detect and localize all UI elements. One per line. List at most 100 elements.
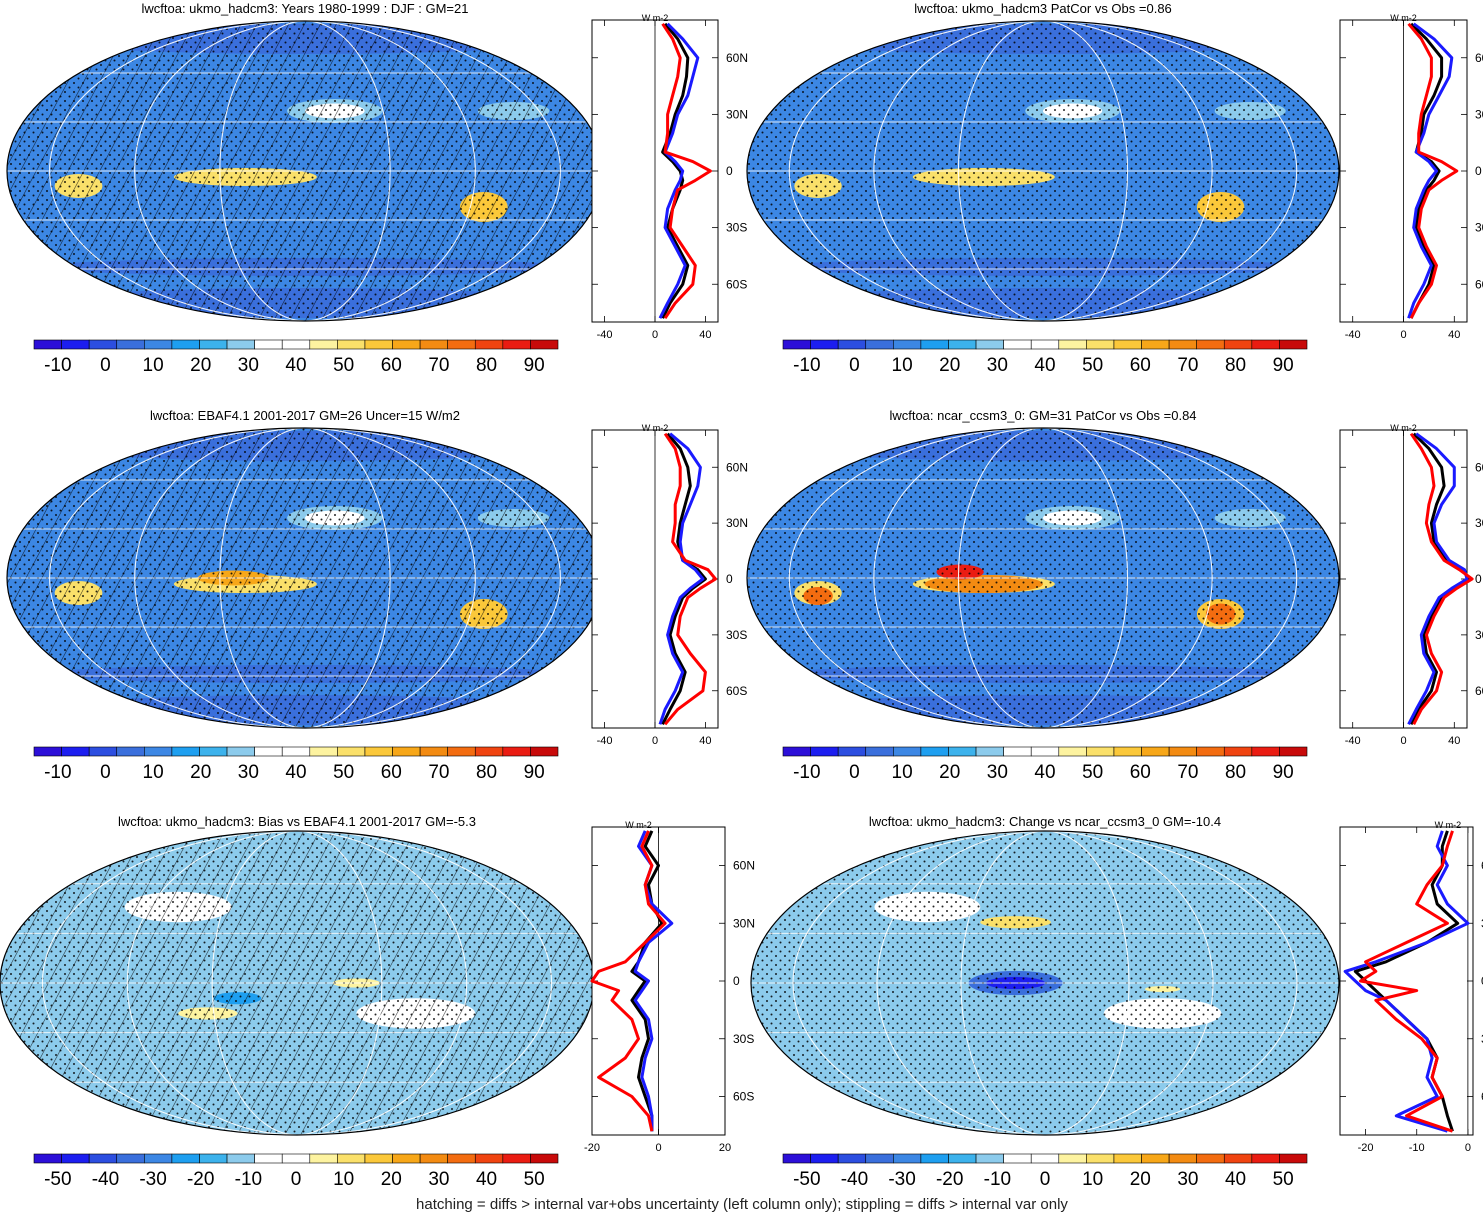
colorbar-box <box>1113 1153 1142 1164</box>
colorbar-box <box>144 339 173 350</box>
colorbar-box <box>364 746 393 757</box>
colorbar-box <box>975 1153 1004 1164</box>
zonal-mean-line <box>661 432 707 725</box>
y-tick-label: 0 <box>726 572 733 586</box>
panel-bottom-right: lwcftoa: ukmo_hadcm3: Change vs ncar_ccs… <box>750 814 1483 1190</box>
colorbar-box <box>948 1153 977 1164</box>
y-tick-label: 0 <box>1475 164 1482 178</box>
x-tick-label: 0 <box>655 1142 661 1154</box>
colorbar-box <box>116 746 145 757</box>
colorbar-box <box>893 746 922 757</box>
y-tick-label: 30S <box>1475 628 1483 642</box>
colorbar-box <box>1003 1153 1032 1164</box>
colorbar-box <box>419 746 448 757</box>
colorbar-box <box>1141 339 1170 350</box>
colorbar-box <box>1003 339 1032 350</box>
zonal-mean-line <box>1359 830 1454 1133</box>
map-border <box>746 427 1340 729</box>
colorbar-box <box>337 339 366 350</box>
colorbar-box <box>1086 339 1115 350</box>
colorbar-label: -50 <box>44 1169 71 1190</box>
colorbar: -10 0 10 20 30 40 50 60 70 80 90 <box>33 339 559 376</box>
colorbar-box <box>1251 1153 1280 1164</box>
colorbar-box <box>948 746 977 757</box>
colorbar-label: 60 <box>381 762 402 783</box>
colorbar-box <box>1058 1153 1087 1164</box>
panel-bottom-left: lwcftoa: ukmo_hadcm3: Bias vs EBAF4.1 20… <box>0 814 755 1190</box>
map-field <box>0 831 594 1135</box>
colorbar-box <box>88 1153 118 1164</box>
y-tick-label: 30N <box>1475 516 1483 530</box>
colorbar-label: 60 <box>1130 355 1151 376</box>
zonal-mean-line <box>1409 22 1444 319</box>
colorbar-box <box>1279 1153 1308 1164</box>
colorbar-box <box>782 746 811 757</box>
x-tick-label: -40 <box>597 735 613 747</box>
colorbar-box <box>447 339 476 350</box>
unit-label: W m-2 <box>1390 423 1417 433</box>
colorbar-box <box>1196 746 1225 757</box>
colorbar-box <box>1223 1153 1253 1164</box>
colorbar-label: 90 <box>1273 355 1294 376</box>
zonal-mean-panel: W m-2 -20 0 20 60N 30N 0 30S 60S <box>584 820 755 1154</box>
y-tick-label: 30N <box>1475 107 1483 121</box>
colorbar-box <box>447 746 476 757</box>
zonal-mean-line <box>1343 830 1470 1133</box>
colorbar-box <box>199 1153 228 1164</box>
colorbar: -50 -40 -30 -20 -10 0 10 20 30 40 50 <box>782 1153 1308 1190</box>
colorbar-box <box>1168 1153 1197 1164</box>
x-tick-label: 0 <box>652 735 658 747</box>
colorbar-box <box>530 746 559 757</box>
map-field <box>747 428 1339 728</box>
zonal-mean-line <box>630 830 664 1132</box>
colorbar-box <box>865 746 894 757</box>
colorbar: -10 0 10 20 30 40 50 60 70 80 90 <box>33 746 559 783</box>
colorbar-box <box>392 746 421 757</box>
colorbar-label: 10 <box>892 355 913 376</box>
colorbar-label: 0 <box>291 1169 302 1190</box>
colorbar-box <box>530 1153 559 1164</box>
colorbar-box <box>281 339 311 350</box>
zonal-mean-panel: W m-2 -20 -10 0 60N 30N 0 30S 60S <box>1339 820 1483 1154</box>
colorbar-box <box>893 1153 922 1164</box>
colorbar-label: -30 <box>888 1169 915 1190</box>
colorbar-box <box>1030 339 1060 350</box>
colorbar-label: 0 <box>100 762 111 783</box>
colorbar-label: 50 <box>333 762 354 783</box>
y-tick-label: 60N <box>733 859 755 873</box>
zonal-mean-line <box>1407 432 1469 725</box>
colorbar-box <box>502 1153 531 1164</box>
colorbar-box <box>447 1153 476 1164</box>
colorbar-box <box>392 1153 421 1164</box>
colorbar-label: 0 <box>849 762 860 783</box>
colorbar-box <box>226 339 255 350</box>
colorbar-label: -20 <box>187 1169 214 1190</box>
y-tick-label: 60S <box>726 277 747 291</box>
colorbar-box <box>502 339 531 350</box>
colorbar-label: 60 <box>1130 762 1151 783</box>
colorbar-box <box>948 339 977 350</box>
colorbar-box <box>1058 746 1087 757</box>
colorbar-box <box>502 746 531 757</box>
colorbar-label: 90 <box>524 762 545 783</box>
colorbar-box <box>1086 1153 1115 1164</box>
colorbar-box <box>116 1153 145 1164</box>
colorbar-label: 0 <box>1040 1169 1051 1190</box>
colorbar-box <box>1003 746 1032 757</box>
y-tick-label: 60S <box>726 684 747 698</box>
colorbar-box <box>88 339 118 350</box>
zonal-mean-panel: W m-2 -40 0 40 60N 30N 0 30S 60S <box>591 423 748 747</box>
colorbar-box <box>837 746 867 757</box>
panel-title: lwcftoa: ukmo_hadcm3: Bias vs EBAF4.1 20… <box>118 814 476 829</box>
colorbar-label: -10 <box>44 762 71 783</box>
colorbar-label: 50 <box>1273 1169 1294 1190</box>
map-field <box>751 831 1339 1135</box>
colorbar-label: -50 <box>793 1169 820 1190</box>
map-border <box>746 20 1340 322</box>
panel-title: lwcftoa: ukmo_hadcm3 PatCor vs Obs =0.86 <box>914 1 1172 16</box>
colorbar-label: -10 <box>793 762 820 783</box>
x-tick-label: 40 <box>1448 735 1460 747</box>
colorbar-box <box>865 339 894 350</box>
colorbar-box <box>782 339 811 350</box>
colorbar-label: -20 <box>936 1169 963 1190</box>
